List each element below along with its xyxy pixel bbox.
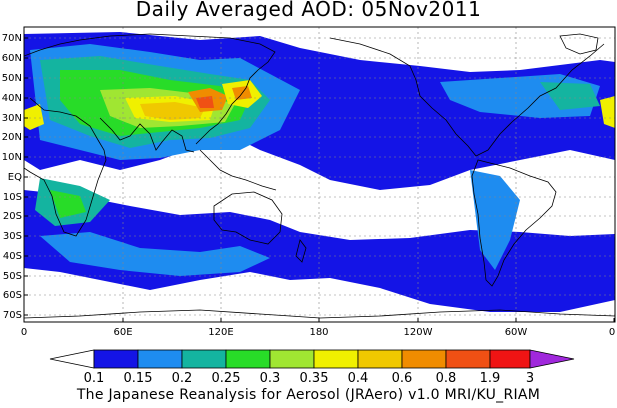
lat-label: 70S (3, 310, 22, 321)
colorbar-label: 0.25 (212, 371, 241, 386)
colorbar-label: 0.1 (84, 371, 105, 386)
aod-region (40, 232, 270, 276)
coastline-antarctica (24, 309, 615, 319)
aod-region (140, 102, 205, 120)
colorbar-high-arrow (529, 349, 575, 369)
lon-label: 0 (609, 327, 615, 338)
lon-label: 120E (208, 327, 233, 338)
lat-label: 60S (3, 290, 22, 301)
aod-region (196, 96, 214, 108)
colorbar-swatch (93, 349, 139, 369)
colorbar-swatch (489, 349, 531, 369)
lat-label: 20N (2, 132, 22, 143)
aod-region (600, 96, 615, 128)
lat-label: 40S (3, 251, 22, 262)
coastline-australia (213, 191, 283, 245)
coastline-south-america (471, 159, 557, 287)
aod-field (24, 32, 615, 312)
colorbar: 0.1 0.15 0.2 0.25 0.3 0.35 0.4 0.6 0.8 1… (49, 349, 575, 386)
colorbar-label: 0.35 (300, 371, 329, 386)
latitude-axis: 70N 60N 50N 40N 30N 20N 10N EQ 10S 20S 3… (2, 33, 28, 321)
lat-label: 40N (2, 93, 22, 104)
colorbar-swatch (269, 349, 315, 369)
colorbar-label: 3 (526, 371, 534, 386)
map-gridlines (24, 27, 615, 322)
aod-region (24, 190, 615, 312)
coastline-se-asia (199, 149, 277, 191)
lat-label: 30S (3, 231, 22, 242)
map-title: Daily Averaged AOD: 05Nov2011 (135, 0, 482, 21)
colorbar-swatch (313, 349, 359, 369)
colorbar-label: 0.4 (348, 371, 369, 386)
lon-label: 60W (505, 327, 528, 338)
colorbar-swatch (357, 349, 403, 369)
coastline-north-america (329, 37, 605, 157)
coastline-europe-asia (24, 33, 276, 145)
colorbar-swatch (137, 349, 183, 369)
lat-label: 20S (3, 211, 22, 222)
colorbar-low-arrow (49, 349, 95, 369)
lat-label: EQ (8, 172, 22, 183)
lat-label: 70N (2, 33, 22, 44)
colorbar-swatch (181, 349, 227, 369)
lat-label: 50S (3, 271, 22, 282)
coastline-nz (295, 239, 307, 263)
aod-region (540, 82, 600, 110)
colorbar-swatch (225, 349, 271, 369)
colorbar-label: 0.6 (392, 371, 413, 386)
colorbar-label: 0.8 (436, 371, 457, 386)
lon-label: 0 (21, 327, 27, 338)
lat-label: 50N (2, 73, 22, 84)
credit-line: The Japanese Reanalysis for Aerosol (JRA… (76, 387, 541, 403)
lon-label: 180 (309, 327, 328, 338)
lon-label: 60E (113, 327, 132, 338)
coastline-arabia-india (99, 117, 195, 153)
coastlines (24, 33, 615, 319)
aod-region (470, 170, 520, 270)
lat-label: 10S (3, 192, 22, 203)
lon-label: 120W (404, 327, 433, 338)
colorbar-label: 0.2 (172, 371, 193, 386)
colorbar-label: 1.9 (480, 371, 501, 386)
coastline-greenland (559, 33, 599, 55)
lat-label: 60N (2, 53, 22, 64)
colorbar-label: 0.15 (124, 371, 153, 386)
aod-region (24, 104, 44, 130)
longitude-axis: 0 60E 120E 180 120W 60W 0 (21, 318, 615, 338)
colorbar-swatch (445, 349, 491, 369)
lat-label: 10N (2, 152, 22, 163)
colorbar-label: 0.3 (260, 371, 281, 386)
coastline-africa (24, 97, 107, 237)
lat-label: 30N (2, 113, 22, 124)
colorbar-swatch (401, 349, 447, 369)
